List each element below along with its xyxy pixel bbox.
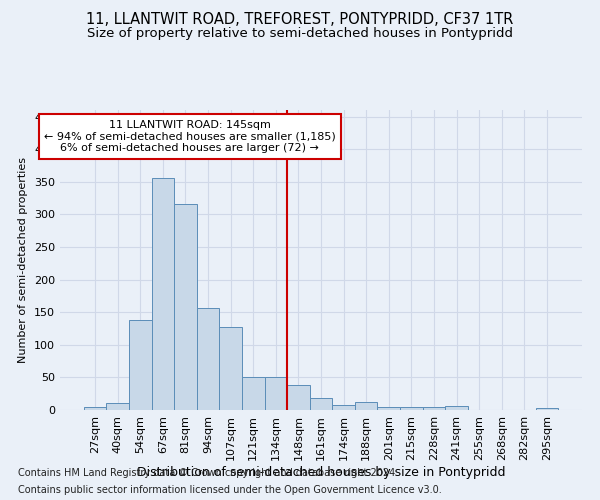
Bar [106, 404, 129, 410]
Text: Contains public sector information licensed under the Open Government Licence v3: Contains public sector information licen… [18, 485, 442, 495]
Bar [445, 406, 468, 410]
Bar [400, 408, 422, 410]
Bar [129, 320, 152, 410]
Bar [174, 204, 197, 410]
Bar [536, 408, 558, 410]
X-axis label: Distribution of semi-detached houses by size in Pontypridd: Distribution of semi-detached houses by … [137, 466, 505, 478]
Bar [265, 378, 287, 410]
Text: Size of property relative to semi-detached houses in Pontypridd: Size of property relative to semi-detach… [87, 28, 513, 40]
Bar [332, 405, 355, 410]
Bar [310, 398, 332, 410]
Bar [220, 327, 242, 410]
Text: 11, LLANTWIT ROAD, TREFOREST, PONTYPRIDD, CF37 1TR: 11, LLANTWIT ROAD, TREFOREST, PONTYPRIDD… [86, 12, 514, 28]
Bar [242, 378, 265, 410]
Bar [152, 178, 174, 410]
Bar [287, 385, 310, 410]
Bar [377, 408, 400, 410]
Bar [197, 308, 220, 410]
Text: Contains HM Land Registry data © Crown copyright and database right 2024.: Contains HM Land Registry data © Crown c… [18, 468, 398, 477]
Bar [84, 406, 106, 410]
Bar [355, 402, 377, 410]
Text: 11 LLANTWIT ROAD: 145sqm
← 94% of semi-detached houses are smaller (1,185)
6% of: 11 LLANTWIT ROAD: 145sqm ← 94% of semi-d… [44, 120, 336, 153]
Y-axis label: Number of semi-detached properties: Number of semi-detached properties [19, 157, 28, 363]
Bar [422, 406, 445, 410]
